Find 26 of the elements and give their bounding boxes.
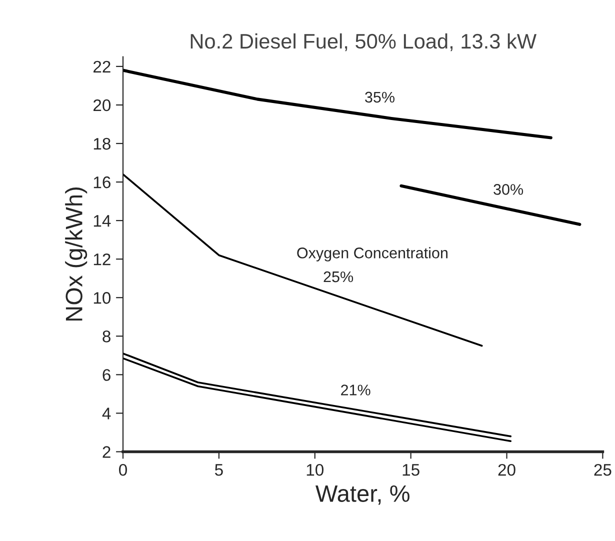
- x-tick-label: 20: [498, 464, 516, 476]
- x-tick-label: 15: [402, 464, 420, 476]
- y-tick-label: 10: [94, 292, 111, 304]
- y-tick-label: 2: [102, 446, 110, 458]
- y-tick-label: 4: [102, 408, 111, 420]
- series-label: 21%: [341, 384, 370, 396]
- series-label: 30%: [494, 184, 524, 195]
- x-tick-label: 0: [119, 464, 127, 476]
- y-tick-label: 14: [94, 215, 111, 227]
- series-label: 35%: [365, 92, 394, 103]
- y-tick-label: 22: [93, 60, 110, 72]
- y-tick-label: 8: [102, 330, 110, 342]
- chart-title: No.2 Diesel Fuel, 50% Load, 13.3 kW: [190, 33, 536, 52]
- x-tick-label: 25: [594, 464, 612, 476]
- y-tick-label: 20: [93, 99, 111, 112]
- y-tick-label: 16: [94, 176, 110, 188]
- annotation: Oxygen Concentration: [297, 247, 448, 262]
- series-label: 25%: [324, 271, 354, 282]
- y-tick-label: 12: [94, 253, 110, 266]
- line-series: [123, 68, 552, 140]
- y-axis-title: NOx (g/kWh): [65, 188, 88, 321]
- x-tick-label: 10: [306, 464, 324, 476]
- x-tick-label: 5: [214, 464, 223, 476]
- y-tick-label: 18: [94, 138, 110, 150]
- x-axis-title: Water, %: [316, 485, 410, 505]
- y-tick-label: 6: [102, 369, 110, 381]
